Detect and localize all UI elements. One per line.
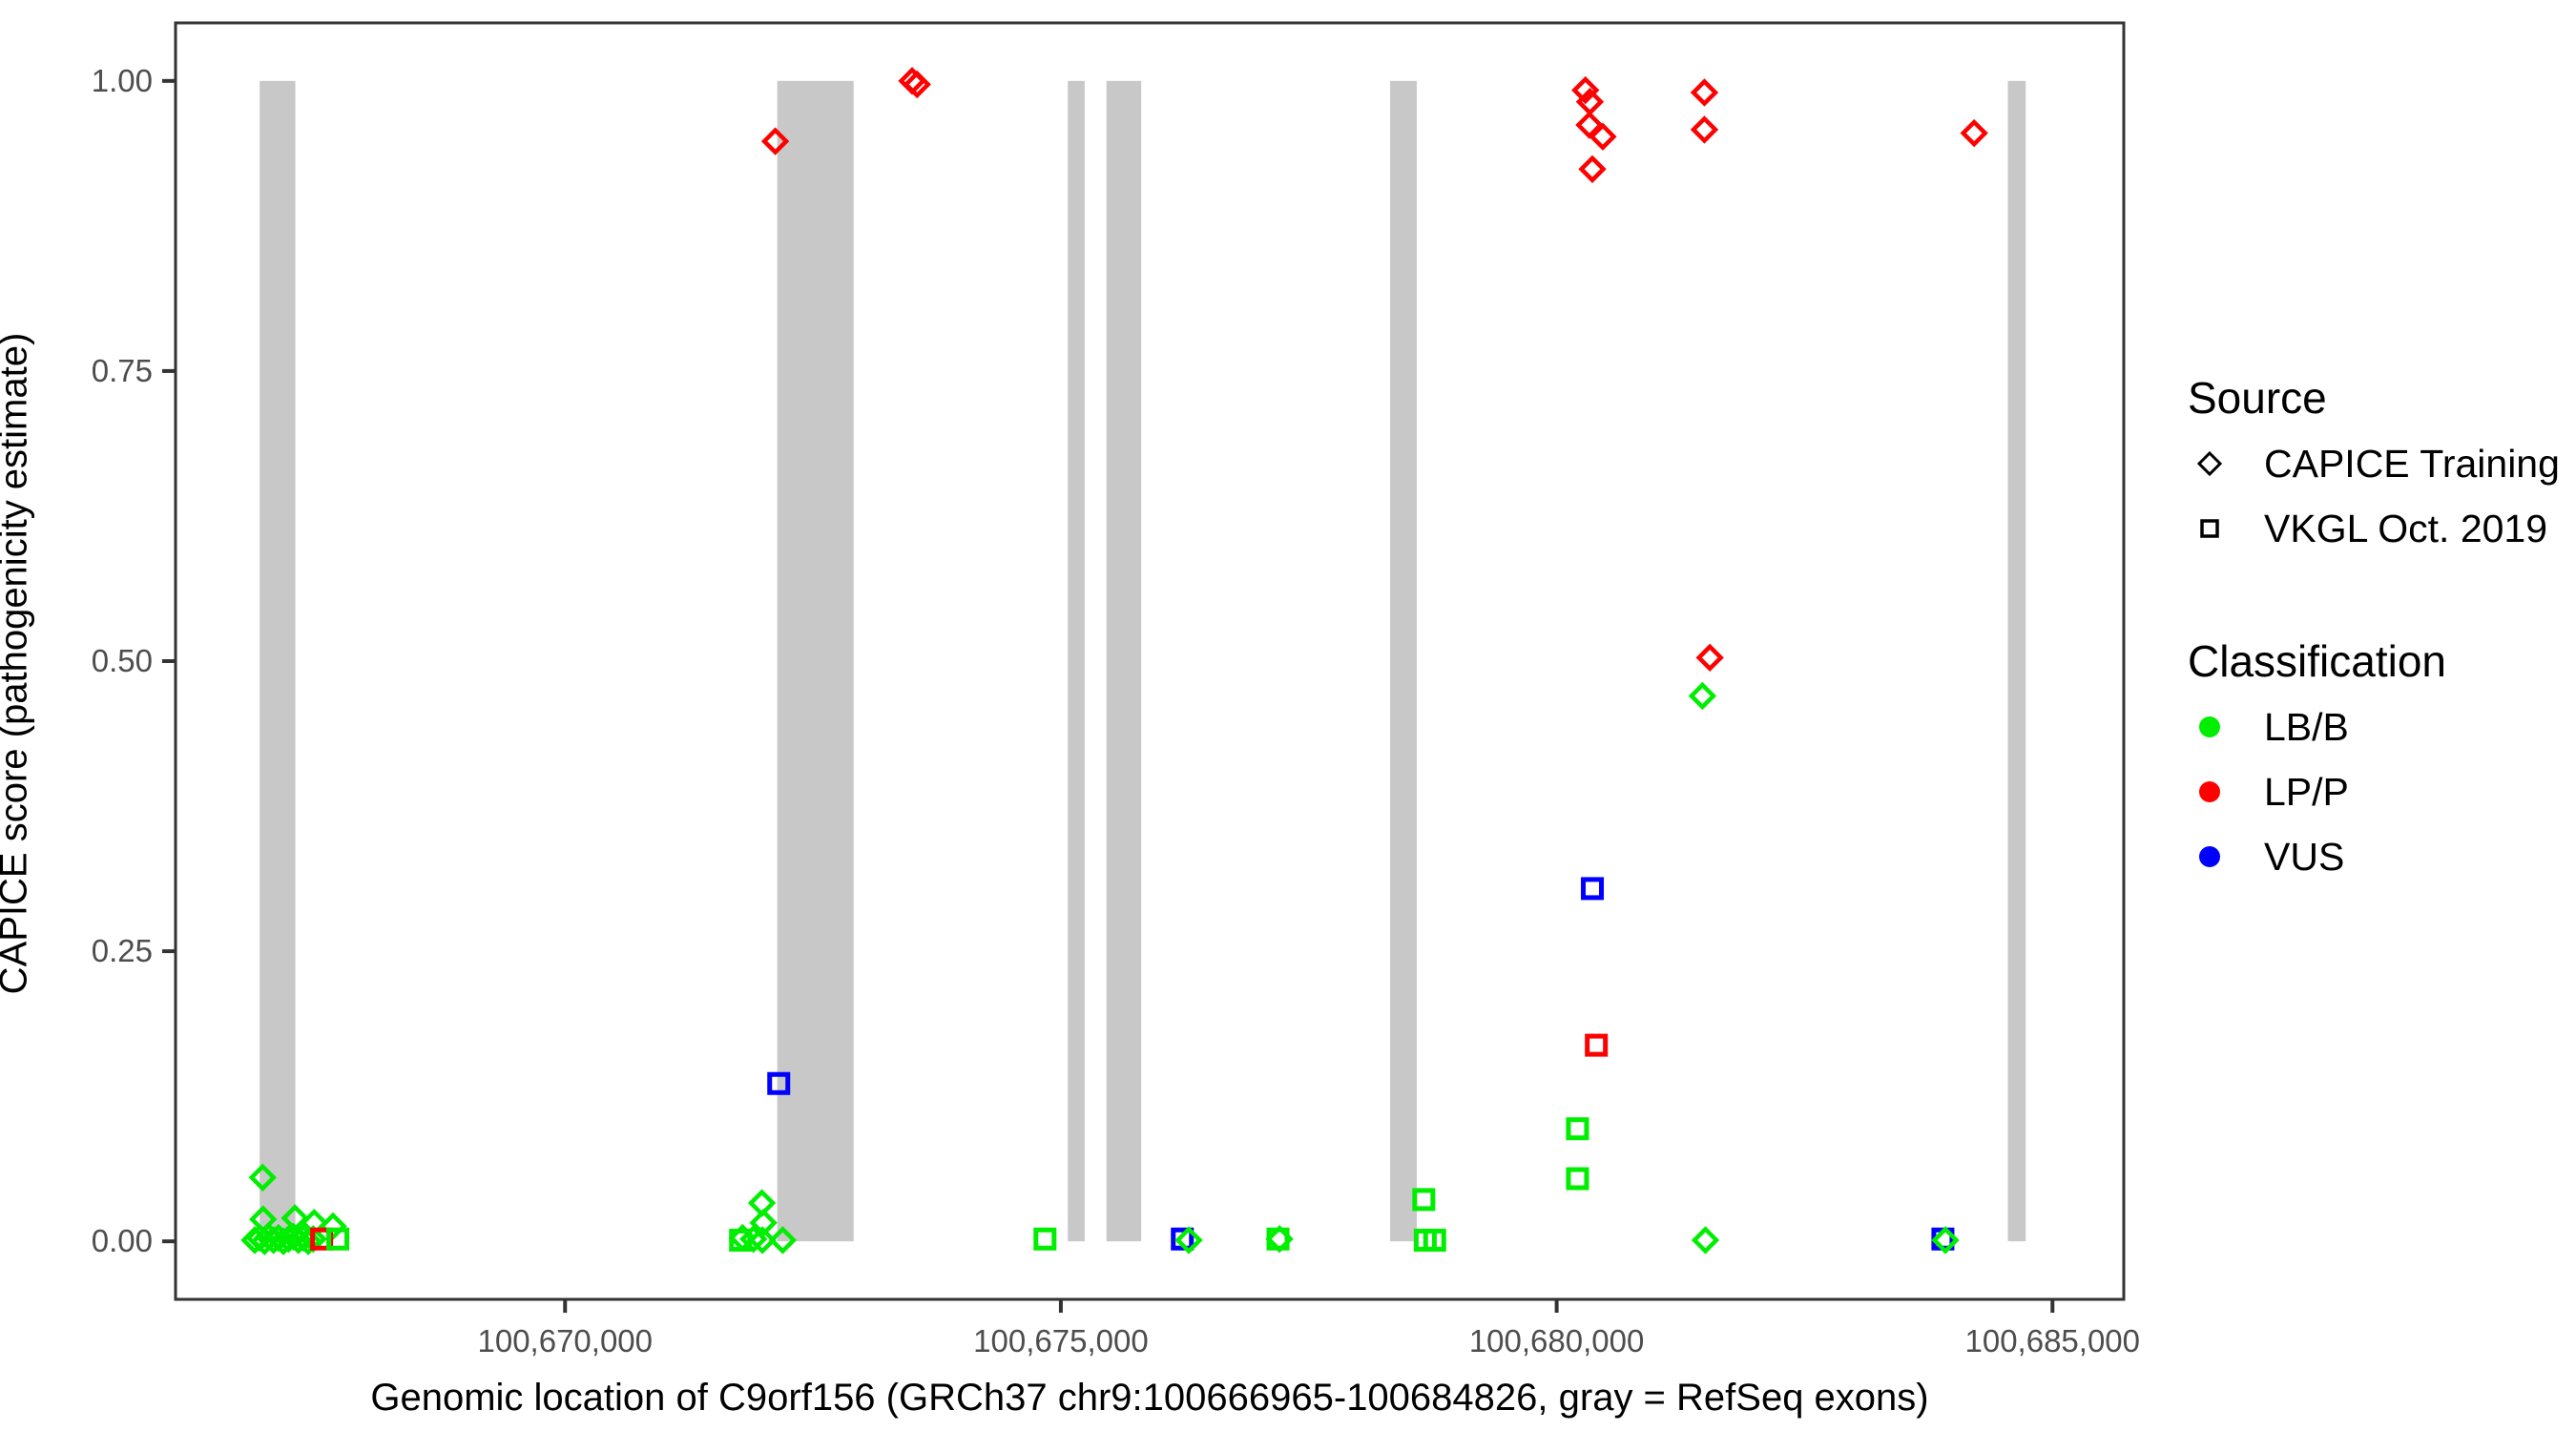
data-point-diamond bbox=[1571, 75, 1600, 105]
data-point-square bbox=[1581, 877, 1605, 901]
green-dot-icon bbox=[2188, 705, 2232, 749]
data-point-diamond bbox=[760, 127, 790, 156]
data-point-diamond bbox=[248, 1163, 277, 1192]
open-diamond-icon bbox=[2188, 442, 2232, 486]
data-point-square bbox=[1423, 1228, 1446, 1252]
data-point-square bbox=[1412, 1188, 1436, 1212]
blue-dot-icon bbox=[2188, 835, 2232, 879]
legend-label: CAPICE Training bbox=[2264, 441, 2560, 486]
legend: Source CAPICE Training VKGL Oct. 2019 bbox=[2188, 372, 2569, 889]
y-tick-label: 1.00 bbox=[92, 63, 153, 98]
exon-bar bbox=[2007, 80, 2026, 1242]
data-point-diamond bbox=[739, 1225, 768, 1254]
data-point-square bbox=[1171, 1227, 1195, 1251]
data-point-diamond bbox=[1575, 111, 1604, 139]
y-axis-title: CAPICE score (pathogenicity estimate) bbox=[0, 332, 35, 995]
data-point-diamond bbox=[280, 1204, 309, 1233]
exon-bar bbox=[260, 80, 296, 1242]
exon-bar bbox=[1389, 80, 1418, 1242]
data-point-diamond bbox=[1265, 1225, 1294, 1254]
data-point-square bbox=[1566, 1167, 1589, 1191]
open-square-icon bbox=[2188, 507, 2232, 550]
data-point-diamond bbox=[1931, 1226, 1960, 1255]
panel-border bbox=[174, 21, 2126, 1301]
data-point-diamond bbox=[768, 1226, 798, 1255]
data-point-diamond bbox=[1578, 155, 1607, 183]
exon-bar bbox=[1068, 80, 1085, 1242]
data-point-diamond bbox=[1695, 643, 1724, 673]
data-point-diamond bbox=[1690, 78, 1719, 107]
x-tick-label: 100,675,000 bbox=[973, 1323, 1149, 1358]
legend-spacer bbox=[2188, 561, 2569, 635]
x-tick-label: 100,670,000 bbox=[477, 1323, 653, 1358]
y-tick-label: 0.75 bbox=[92, 353, 153, 388]
exon-bar bbox=[777, 80, 854, 1242]
data-point-diamond bbox=[1690, 115, 1719, 144]
exon-bar bbox=[1106, 80, 1142, 1242]
legend-source-group: Source CAPICE Training VKGL Oct. 2019 bbox=[2188, 372, 2569, 561]
x-axis-title: Genomic location of C9orf156 (GRCh37 chr… bbox=[370, 1377, 1929, 1419]
data-point-diamond bbox=[1691, 1226, 1720, 1255]
data-point-diamond bbox=[748, 1226, 777, 1255]
data-point-square bbox=[767, 1071, 791, 1095]
red-dot-icon bbox=[2188, 770, 2232, 814]
legend-source-title: Source bbox=[2188, 373, 2327, 423]
legend-item-lpp: LP/P bbox=[2188, 759, 2569, 824]
data-point-diamond bbox=[1589, 122, 1617, 151]
data-point-diamond bbox=[1174, 1226, 1203, 1255]
legend-item-vus: VUS bbox=[2188, 824, 2569, 889]
data-point-diamond bbox=[249, 1205, 278, 1234]
data-point-diamond bbox=[747, 1189, 777, 1217]
y-tick-label: 0.25 bbox=[92, 933, 153, 968]
legend-label: VKGL Oct. 2019 bbox=[2264, 506, 2548, 550]
y-tick-label: 0.00 bbox=[92, 1223, 153, 1258]
data-point-diamond bbox=[749, 1209, 778, 1237]
legend-label: LB/B bbox=[2264, 704, 2349, 749]
data-point-square bbox=[1585, 1033, 1609, 1057]
data-point-square bbox=[1566, 1117, 1589, 1141]
legend-label: LP/P bbox=[2264, 769, 2349, 814]
legend-item-capice-training: CAPICE Training bbox=[2188, 431, 2569, 496]
x-tick-label: 100,685,000 bbox=[1965, 1323, 2141, 1358]
legend-label: VUS bbox=[2264, 834, 2345, 879]
legend-classification-group: Classification LB/B LP/P VUS bbox=[2188, 635, 2569, 889]
data-point-square bbox=[326, 1227, 350, 1251]
x-tick-label: 100,680,000 bbox=[1469, 1323, 1645, 1358]
data-point-diamond bbox=[1688, 681, 1717, 711]
legend-classification-title: Classification bbox=[2188, 636, 2446, 686]
data-point-diamond bbox=[1960, 118, 1988, 148]
data-point-square bbox=[1033, 1227, 1057, 1251]
data-point-diamond bbox=[903, 70, 931, 99]
legend-item-vkgl: VKGL Oct. 2019 bbox=[2188, 496, 2569, 561]
y-tick-label: 0.50 bbox=[92, 643, 153, 678]
legend-item-lbb: LB/B bbox=[2188, 695, 2569, 759]
